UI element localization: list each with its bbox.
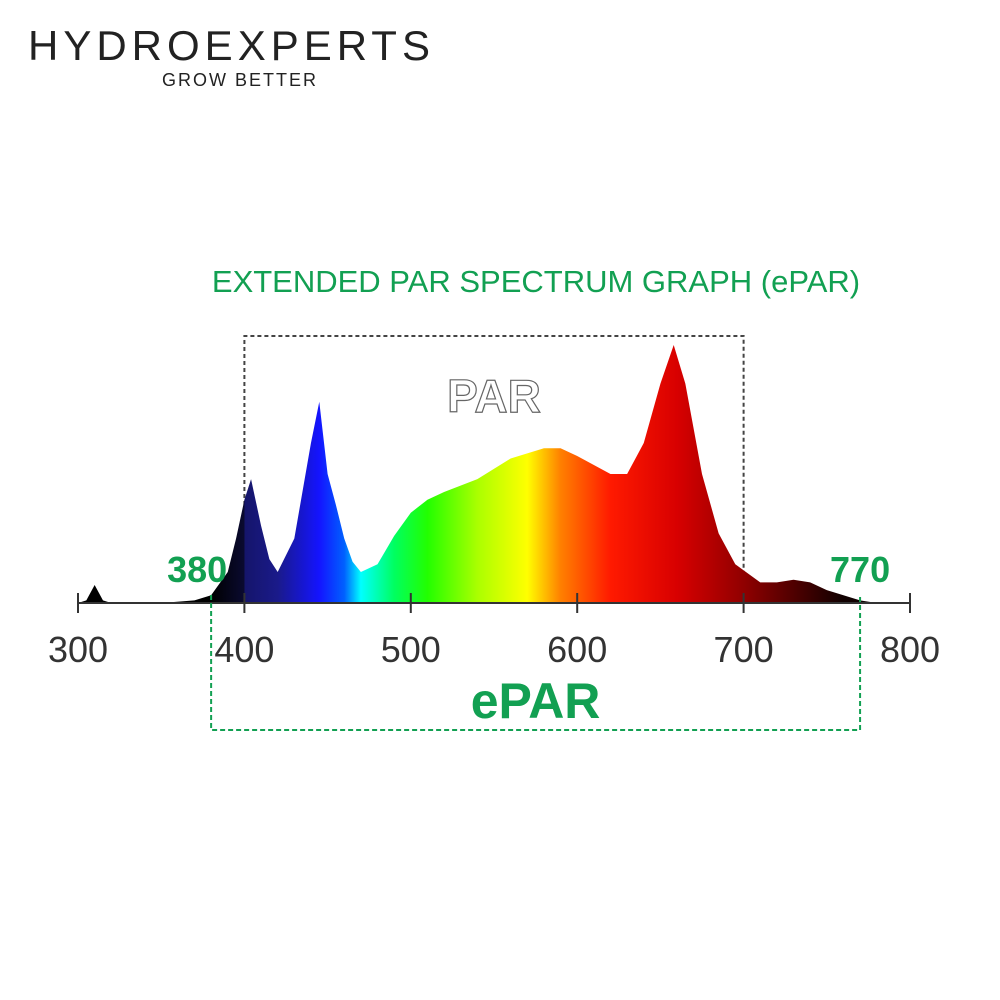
x-tick-label: 300 (48, 629, 108, 670)
epar-label: ePAR (471, 673, 601, 729)
epar-bracket (210, 595, 862, 731)
tagline: GROW BETTER (162, 70, 318, 90)
epar-end-label: 770 (830, 549, 890, 590)
x-tick-label: 800 (880, 629, 940, 670)
x-tick-label: 600 (547, 629, 607, 670)
brand: HYDROEXPERTS (28, 22, 435, 69)
epar-start-label: 380 (167, 549, 227, 590)
spectrum-area (78, 345, 877, 603)
x-tick-label: 700 (714, 629, 774, 670)
par-label: PAR (447, 370, 541, 422)
plot: PAR 300 400 500 600 700 800 380 770 ePAR (48, 335, 940, 731)
x-tick-label: 500 (381, 629, 441, 670)
par-box (243, 335, 745, 603)
chart-title: EXTENDED PAR SPECTRUM GRAPH (ePAR) (212, 264, 860, 299)
x-tick-label: 400 (214, 629, 274, 670)
